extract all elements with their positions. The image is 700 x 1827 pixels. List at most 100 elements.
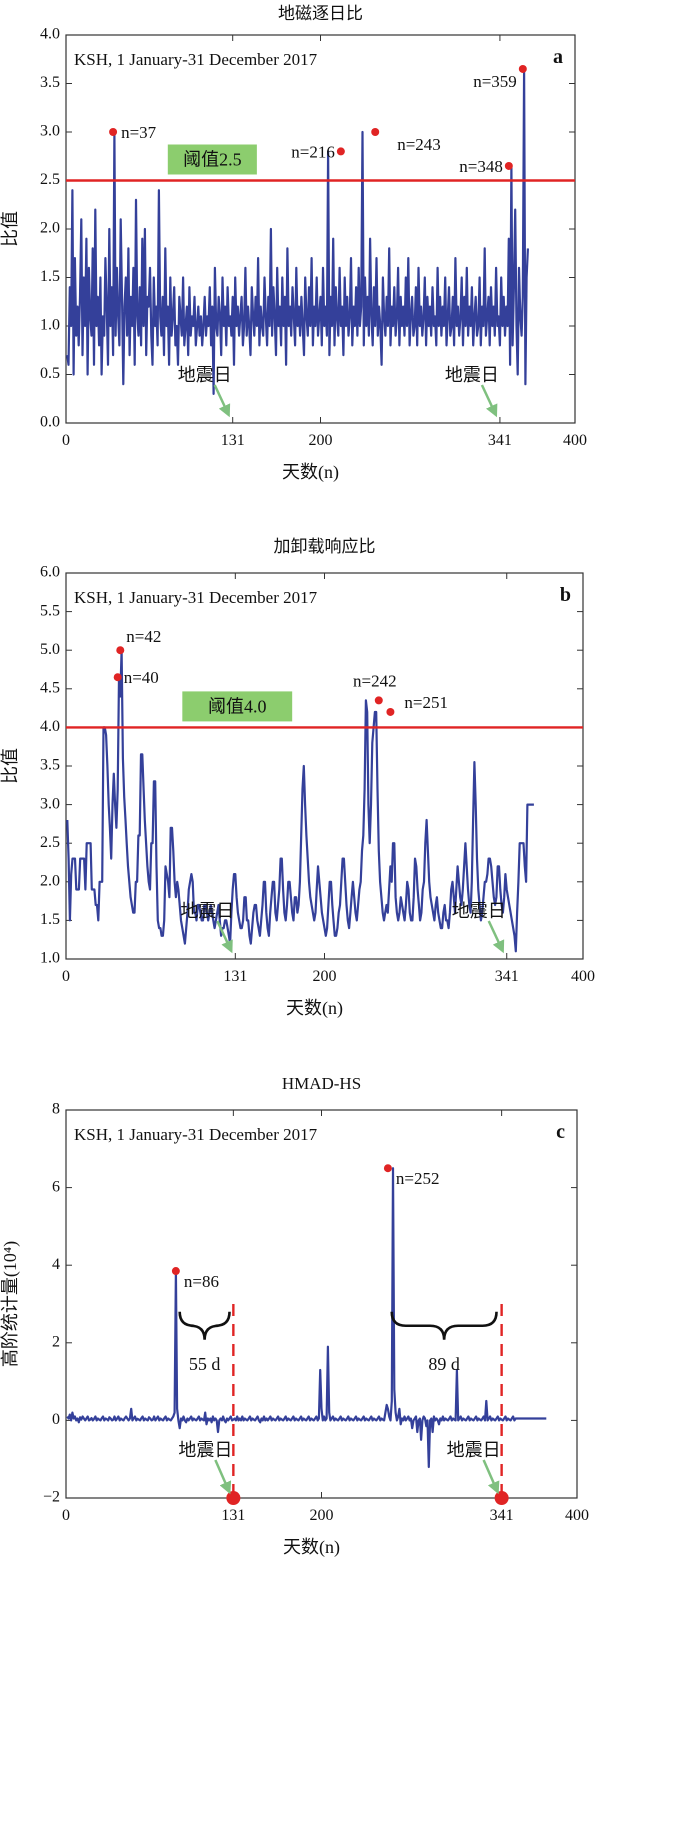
y-tick-label: 0.5 [40,365,60,382]
x-tick-label: 341 [488,432,512,449]
peak-marker [371,128,380,136]
peak-marker [171,1267,180,1276]
chart-subtitle: KSH, 1 January-31 December 2017 [74,1125,318,1144]
threshold-label: 阈值4.0 [208,696,267,716]
y-axis-label: 高阶统计量(10⁴) [0,1241,21,1367]
quake-day-label: 地震日 [445,365,499,385]
chart-title: 地磁逐日比 [278,4,363,23]
y-axis-label: 比值 [0,748,20,784]
y-tick-label: 3.0 [40,795,60,812]
quake-day-label: 地震日 [178,1440,232,1460]
x-tick-label: 131 [223,968,247,985]
y-tick-label: 1.0 [40,950,60,967]
y-tick-label: 4 [52,1256,60,1273]
y-tick-label: 2.5 [40,171,60,188]
quake-day-label: 地震日 [447,1440,501,1460]
chart-title: HMAD-HS [282,1074,361,1093]
peak-label: n=348 [459,157,503,176]
y-tick-label: 3.5 [40,74,60,91]
threshold-label-box [182,691,293,722]
peak-marker [113,673,122,682]
x-tick-label: 400 [571,968,595,985]
quake-day-arrow [216,920,233,954]
y-tick-label: 1.5 [40,268,60,285]
panel-label: a [553,46,563,68]
x-tick-label: 341 [495,968,519,985]
y-tick-label: −2 [43,1489,60,1506]
chart-subtitle: KSH, 1 January-31 December 2017 [74,50,318,69]
y-tick-label: 2 [52,1333,60,1350]
y-tick-label: 3.5 [40,757,60,774]
x-tick-label: 0 [62,1507,70,1524]
quake-day-label: 地震日 [180,901,234,921]
x-axis-label: 天数(n) [286,998,343,1019]
peak-label: n=359 [473,72,517,91]
y-tick-label: 8 [52,1101,60,1118]
x-tick-label: 131 [221,1507,245,1524]
y-tick-label: 4.5 [40,679,60,696]
x-tick-label: 0 [62,968,70,985]
y-tick-label: 6 [52,1178,60,1195]
peak-label: n=242 [353,671,397,690]
y-tick-label: 4.0 [40,26,60,43]
data-series-line [66,1167,547,1469]
y-tick-label: 0 [52,1411,60,1428]
peak-label: n=251 [404,693,448,712]
interval-brace [178,1311,231,1340]
threshold-label: 阈值2.5 [183,150,242,170]
x-tick-label: 400 [565,1507,589,1524]
peak-marker [504,161,513,170]
peak-marker [518,64,527,73]
y-tick-label: 4.0 [40,718,60,735]
peak-label: n=86 [184,1272,219,1291]
quake-day-marker [226,1491,241,1505]
x-tick-label: 200 [310,1507,334,1524]
peak-label: n=40 [124,668,159,687]
peak-marker [386,707,395,716]
chart-title: 加卸载响应比 [274,537,376,556]
peak-marker [383,1164,392,1173]
peak-label: n=216 [291,142,335,161]
chart-subtitle: KSH, 1 January-31 December 2017 [74,588,318,607]
x-tick-label: 0 [62,432,70,449]
peak-marker [116,646,125,655]
peak-marker [374,696,383,705]
peak-label: n=37 [121,123,157,142]
x-tick-label: 200 [309,432,333,449]
x-tick-label: 400 [563,432,587,449]
x-tick-label: 341 [490,1507,514,1524]
y-tick-label: 5.0 [40,641,60,658]
x-axis-label: 天数(n) [282,462,339,483]
y-axis-label: 比值 [0,211,20,247]
peak-marker [336,147,345,156]
quake-day-label: 地震日 [178,365,232,385]
panel-label: c [556,1121,565,1143]
quake-day-arrow [480,384,498,418]
interval-label: 89 d [428,1354,460,1374]
interval-brace [390,1311,498,1340]
x-axis-label: 天数(n) [283,1537,340,1558]
y-tick-label: 5.5 [40,602,60,619]
quake-day-arrow [214,1459,232,1495]
y-tick-label: 6.0 [40,564,60,581]
x-tick-label: 131 [221,432,245,449]
threshold-label-box [167,144,257,175]
peak-marker [109,128,118,136]
peak-label: n=42 [126,627,161,646]
quake-day-arrow [213,384,231,418]
quake-day-arrow [487,920,505,954]
peak-label: n=252 [396,1169,440,1188]
y-tick-label: 2.5 [40,834,60,851]
quake-day-label: 地震日 [452,901,506,921]
chart-panel-a: 地磁逐日比 0.0 0.5 1.0 1.5 2.0 2.5 3.0 3.5 4.0 0 131 200 3… [0,4,587,483]
data-series-line [66,67,529,395]
interval-label: 55 d [189,1354,221,1374]
y-tick-label: 1.0 [40,317,60,334]
y-tick-label: 2.0 [40,872,60,889]
x-tick-label: 200 [313,968,337,985]
y-tick-label: 2.0 [40,220,60,237]
chart-panel-b: 加卸载响应比 1.0 1.5 2.0 2.5 3.0 3.5 4.0 4.5 5.0 5.5 6.0 0… [0,537,595,1019]
panel-label: b [560,584,571,606]
